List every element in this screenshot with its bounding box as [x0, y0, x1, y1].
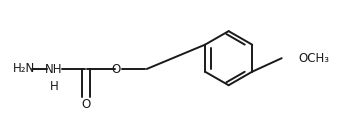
Text: H: H [49, 80, 58, 93]
Text: H₂N: H₂N [13, 63, 35, 75]
Text: O: O [81, 98, 91, 111]
Text: OCH₃: OCH₃ [298, 52, 329, 65]
Text: O: O [111, 63, 120, 76]
Text: NH: NH [45, 63, 63, 76]
